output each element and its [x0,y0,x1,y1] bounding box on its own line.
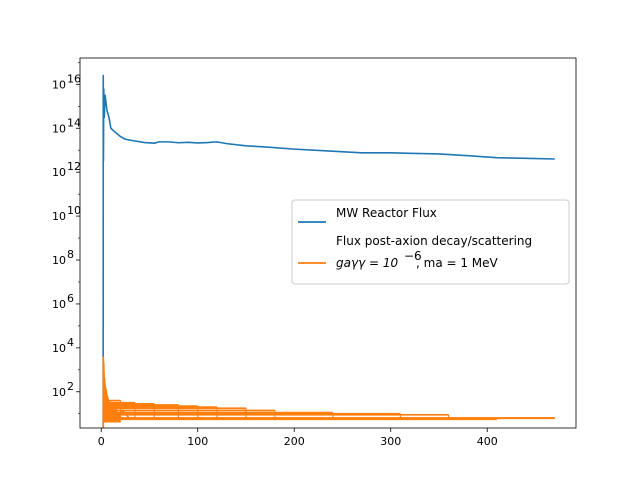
plot-clipped-group [102,74,555,428]
y-tick-label: 10 [52,210,66,223]
y-tick-label-exponent: 6 [67,292,74,305]
series-group-post-axion-flux [102,356,555,428]
y-tick-label: 10 [52,122,66,135]
legend-box [291,199,570,285]
y-tick-label: 10 [52,78,66,91]
x-tick-label: 400 [477,435,498,448]
x-tick-label: 300 [380,435,401,448]
legend-label-post-axion-params-rest: , ma = 1 MeV [416,256,499,270]
y-tick-label-exponent: 2 [67,380,74,393]
y-tick-label: 10 [52,342,66,355]
y-tick-label: 10 [52,298,66,311]
x-tick-label: 200 [284,435,305,448]
x-tick-label: 100 [187,435,208,448]
axes-frame [79,57,577,429]
legend-label-post-axion-params-exponent: −6 [404,249,422,263]
y-tick-label: 10 [52,166,66,179]
legend-label-post-axion-flux: Flux post-axion decay/scattering [336,234,532,248]
y-tick-label-exponent: 12 [67,160,81,173]
x-tick-label: 0 [98,435,105,448]
legend: MW Reactor Flux Flux post-axion decay/sca… [291,199,570,285]
legend-label-mw-reactor-flux: MW Reactor Flux [336,206,437,220]
y-tick-label: 10 [52,386,66,399]
y-tick-label-exponent: 10 [67,204,81,217]
legend-label-post-axion-params: gaγγ = 10 [336,256,398,270]
y-tick-label: 10 [52,254,66,267]
plot-area [102,74,555,428]
y-tick-label-exponent: 8 [67,248,74,261]
y-tick-label-exponent: 4 [67,336,74,349]
y-tick-label-exponent: 16 [67,72,81,85]
y-tick-label-exponent: 14 [67,116,81,129]
series-line-mw-reactor-flux [102,74,555,427]
